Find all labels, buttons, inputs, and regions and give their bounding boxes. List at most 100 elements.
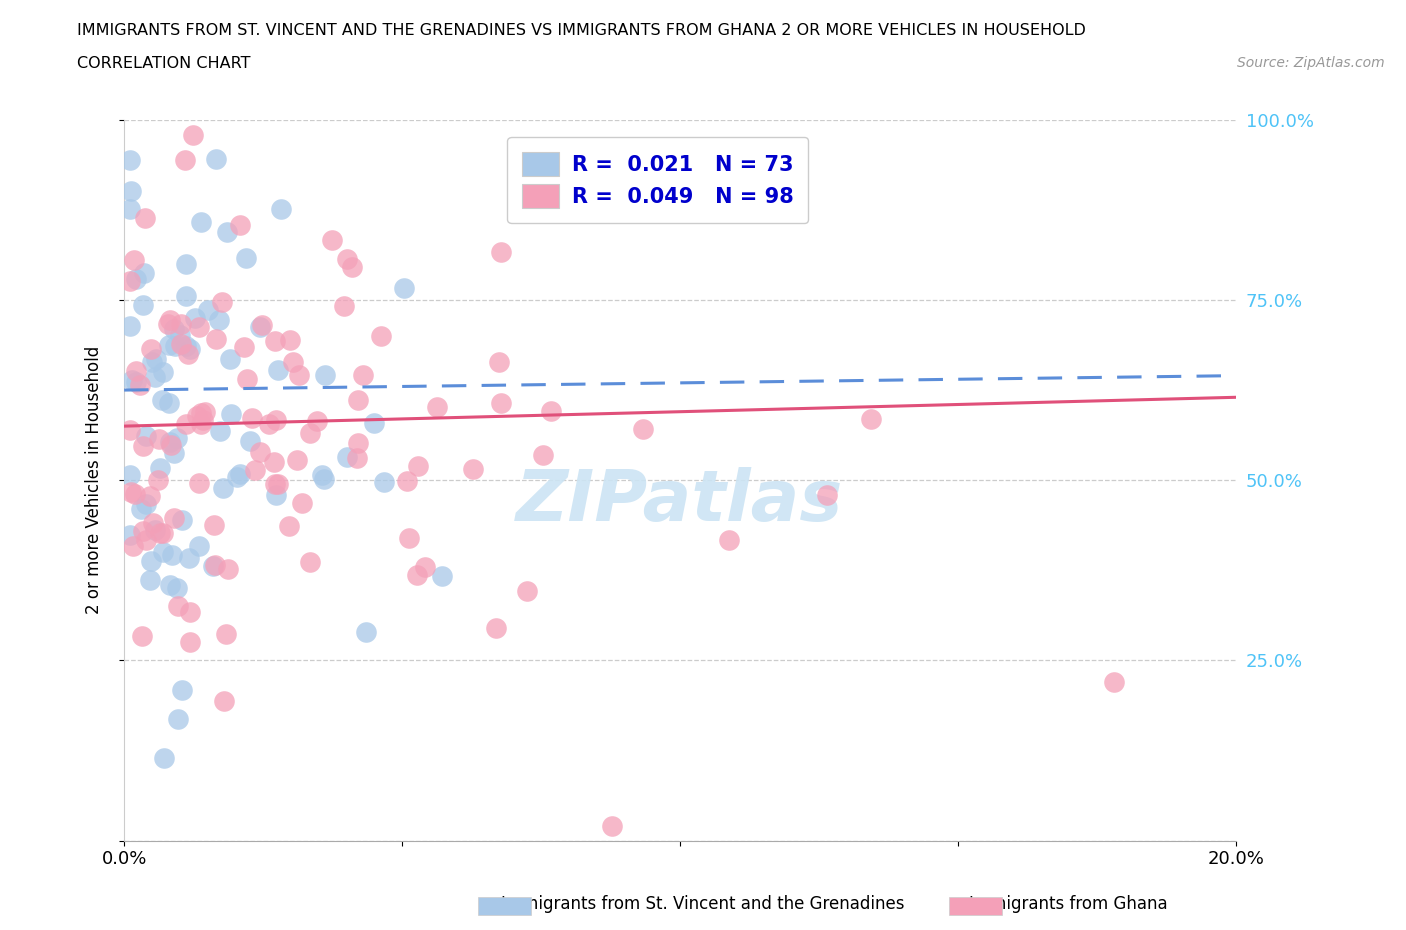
Point [157,338,180,352]
Point [131,629,153,644]
Point [135,428,157,443]
Point [250,317,273,332]
Point [150,392,173,407]
Point [287,453,309,468]
Point [172,512,194,527]
Point [217,224,239,239]
Point [120,467,142,482]
Point [193,405,215,419]
Point [162,547,184,562]
Point [406,568,429,583]
Point [187,476,209,491]
Y-axis label: 2 or more Vehicles in Household: 2 or more Vehicles in Household [86,346,103,615]
Point [314,367,336,382]
Point [815,487,838,502]
Point [143,369,166,384]
Point [179,635,201,650]
Point [211,295,233,310]
Point [205,152,228,166]
Point [221,406,243,421]
Point [184,311,207,325]
Text: Source: ZipAtlas.com: Source: ZipAtlas.com [1237,56,1385,70]
Point [489,245,512,259]
Point [229,218,252,232]
Point [229,467,252,482]
Point [163,322,186,337]
Point [336,449,359,464]
Point [264,334,287,349]
Point [146,472,169,487]
Point [165,339,187,353]
Point [281,355,304,370]
Point [600,819,623,834]
Point [177,551,200,565]
Point [152,544,174,559]
Point [163,511,186,525]
Point [160,438,183,453]
Point [346,392,368,407]
Point [134,210,156,225]
Point [186,408,208,423]
Point [125,375,148,390]
Point [299,425,322,440]
Point [157,317,180,332]
Point [120,422,142,437]
Point [208,312,231,327]
Point [340,259,363,274]
Point [131,524,153,538]
Point [149,461,172,476]
Point [718,533,741,548]
Point [181,127,204,142]
Point [141,354,163,369]
Point [235,251,257,266]
Point [197,302,219,317]
Point [145,352,167,366]
Point [352,367,374,382]
Point [314,472,336,486]
Point [311,468,333,483]
Point [406,458,429,473]
Point [167,711,190,726]
Point [278,333,301,348]
Point [432,569,454,584]
Point [132,439,155,454]
Point [236,372,259,387]
Point [859,411,882,426]
Point [264,487,287,502]
Point [278,519,301,534]
Point [152,525,174,540]
Point [631,422,654,437]
Legend: R =  0.021   N = 73, R =  0.049   N = 98: R = 0.021 N = 73, R = 0.049 N = 98 [508,138,808,223]
Point [1102,674,1125,689]
Point [125,272,148,286]
Point [204,517,226,532]
Point [336,252,359,267]
Point [124,486,146,501]
Point [179,341,201,356]
Point [243,462,266,477]
Point [159,312,181,327]
Point [240,411,263,426]
Point [531,447,554,462]
Point [142,515,165,530]
Point [225,470,247,485]
Point [143,522,166,537]
Point [118,528,141,543]
Point [125,364,148,379]
Point [249,445,271,459]
Point [152,365,174,379]
Point [170,683,193,698]
Point [174,153,197,167]
Point [177,347,200,362]
Point [159,578,181,593]
Point [270,202,292,217]
Point [167,598,190,613]
Point [174,257,197,272]
Point [159,435,181,450]
Point [166,581,188,596]
Point [170,337,193,352]
Point [148,432,170,446]
Point [202,559,225,574]
Point [413,559,436,574]
Point [170,316,193,331]
